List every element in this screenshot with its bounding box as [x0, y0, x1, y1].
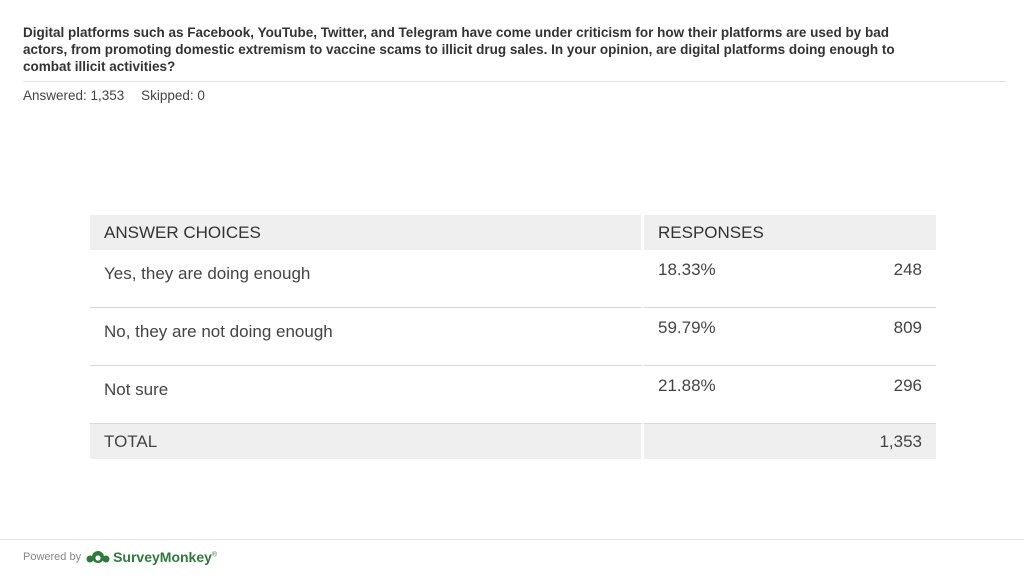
answer-choice: No, they are not doing enough	[90, 308, 644, 366]
total-row: TOTAL 1,353	[90, 424, 936, 459]
response-cell: 21.88% 296	[644, 366, 936, 424]
response-percent: 18.33%	[658, 260, 716, 279]
footer-divider	[0, 539, 1024, 540]
table-row: Yes, they are doing enough 18.33% 248	[90, 250, 936, 308]
answered-count: Answered: 1,353	[23, 88, 125, 103]
skipped-count: Skipped: 0	[141, 88, 205, 103]
table-row: Not sure 21.88% 296	[90, 366, 936, 424]
total-count: 1,353	[879, 431, 922, 451]
surveymonkey-logo-icon	[86, 551, 110, 563]
table-header-row: ANSWER CHOICES RESPONSES	[90, 215, 936, 250]
response-count: 296	[893, 376, 922, 395]
answer-choice: Not sure	[90, 366, 644, 424]
total-label: TOTAL	[90, 424, 644, 459]
powered-by-label: Powered by	[23, 551, 82, 563]
brand-link[interactable]: SurveyMonkey®	[86, 549, 217, 565]
answer-choice: Yes, they are doing enough	[90, 250, 644, 308]
responses-header: RESPONSES	[644, 215, 936, 250]
response-cell: 59.79% 809	[644, 308, 936, 366]
response-percent: 59.79%	[658, 318, 716, 337]
footer: Powered by SurveyMonkey®	[23, 549, 217, 565]
divider	[23, 81, 1006, 82]
question-text: Digital platforms such as Facebook, YouT…	[23, 25, 895, 74]
results-table: ANSWER CHOICES RESPONSES Yes, they are d…	[90, 215, 936, 459]
response-count: 248	[893, 260, 922, 279]
response-cell: 18.33% 248	[644, 250, 936, 308]
brand-name: SurveyMonkey®	[113, 549, 218, 565]
response-stats: Answered: 1,353 Skipped: 0	[23, 88, 218, 103]
answer-choices-header: ANSWER CHOICES	[90, 215, 644, 250]
response-percent: 21.88%	[658, 376, 716, 395]
response-count: 809	[893, 318, 922, 337]
total-cell: 1,353	[644, 424, 936, 459]
table-row: No, they are not doing enough 59.79% 809	[90, 308, 936, 366]
